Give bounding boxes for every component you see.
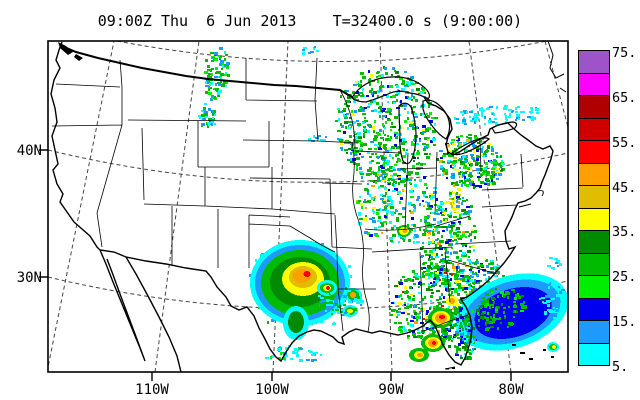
colorbar-box-50-55 — [579, 141, 609, 164]
upper-midwest-complex — [335, 66, 438, 187]
colorbar-label: 55. — [612, 134, 637, 151]
atlantic-green-patches — [471, 288, 527, 331]
colorbar-box-25-30 — [579, 253, 609, 276]
meridian-100w — [272, 41, 289, 372]
north-dakota-cell — [204, 47, 230, 101]
lat-label-30n: 30N — [17, 270, 42, 286]
colorbar — [578, 50, 610, 366]
plot-title: 09:00Z Thu 6 Jun 2013 T=32400.0 s (9:00:… — [97, 12, 523, 30]
colorbar-box-60-65 — [579, 96, 609, 119]
gulf-cell-1 — [428, 308, 454, 328]
gulf-cell-3 — [446, 296, 458, 306]
colorbar-box-70-75 — [579, 51, 609, 74]
louisiana-specks — [318, 287, 364, 315]
radar-echoes — [198, 46, 568, 362]
colorbar-box-65-70 — [579, 73, 609, 96]
colorbar-box-55-60 — [579, 118, 609, 141]
colorbar-box-10-15 — [579, 321, 609, 344]
meridian-120w — [48, 41, 115, 370]
midwest-south-extension — [356, 170, 445, 244]
colorbar-box-5-10 — [579, 343, 609, 365]
northeast-cyan-streaks — [454, 105, 539, 125]
colorbar-box-15-20 — [579, 298, 609, 321]
colorbar-box-40-45 — [579, 186, 609, 209]
border-specks — [302, 46, 319, 55]
colorbar-label: 25. — [612, 269, 637, 286]
offshore-carolina-specks — [547, 257, 562, 270]
colorbar-box-45-50 — [579, 163, 609, 186]
misc-coast-details — [444, 41, 567, 370]
florida-peninsula-rain — [443, 307, 478, 360]
colorbar-box-20-25 — [579, 276, 609, 299]
texas-tail — [283, 306, 309, 340]
gulf-cell-4 — [409, 348, 429, 362]
lat-label-40n: 40N — [17, 143, 42, 159]
axis-ticks — [39, 149, 512, 381]
frame-border — [47, 40, 569, 373]
plot-frame — [39, 40, 569, 381]
colorbar-box-35-40 — [579, 208, 609, 231]
lon-label-80w: 80W — [498, 382, 524, 398]
canada-border — [61, 45, 353, 98]
colorbar-label: 45. — [612, 179, 637, 196]
great-lakes — [351, 76, 518, 165]
state-borders — [51, 57, 524, 333]
axis-labels: 40N 30N 110W 100W 90W 80W — [17, 143, 525, 398]
colorbar-label: 65. — [612, 89, 637, 106]
atlantic-cyan-east — [539, 281, 566, 319]
meridian-70w — [544, 41, 568, 128]
basemap — [50, 41, 567, 372]
colorbar-label: 15. — [612, 314, 637, 331]
colorbar-label: 5. — [612, 359, 629, 375]
kentucky-cell — [397, 225, 411, 237]
colorbar-box-30-35 — [579, 231, 609, 254]
coastline-national-borders — [50, 41, 554, 372]
texas-mcs — [250, 240, 350, 326]
parallel-50n — [116, 41, 548, 62]
colorbar-label: 75. — [612, 45, 637, 61]
atlantic-small-cell — [547, 342, 559, 352]
gulf-cell-2 — [421, 334, 445, 352]
colorbar-label: 35. — [612, 224, 637, 241]
lon-label-90w: 90W — [378, 382, 404, 398]
lon-label-100w: 100W — [255, 382, 289, 398]
lon-label-110w: 110W — [135, 382, 169, 398]
